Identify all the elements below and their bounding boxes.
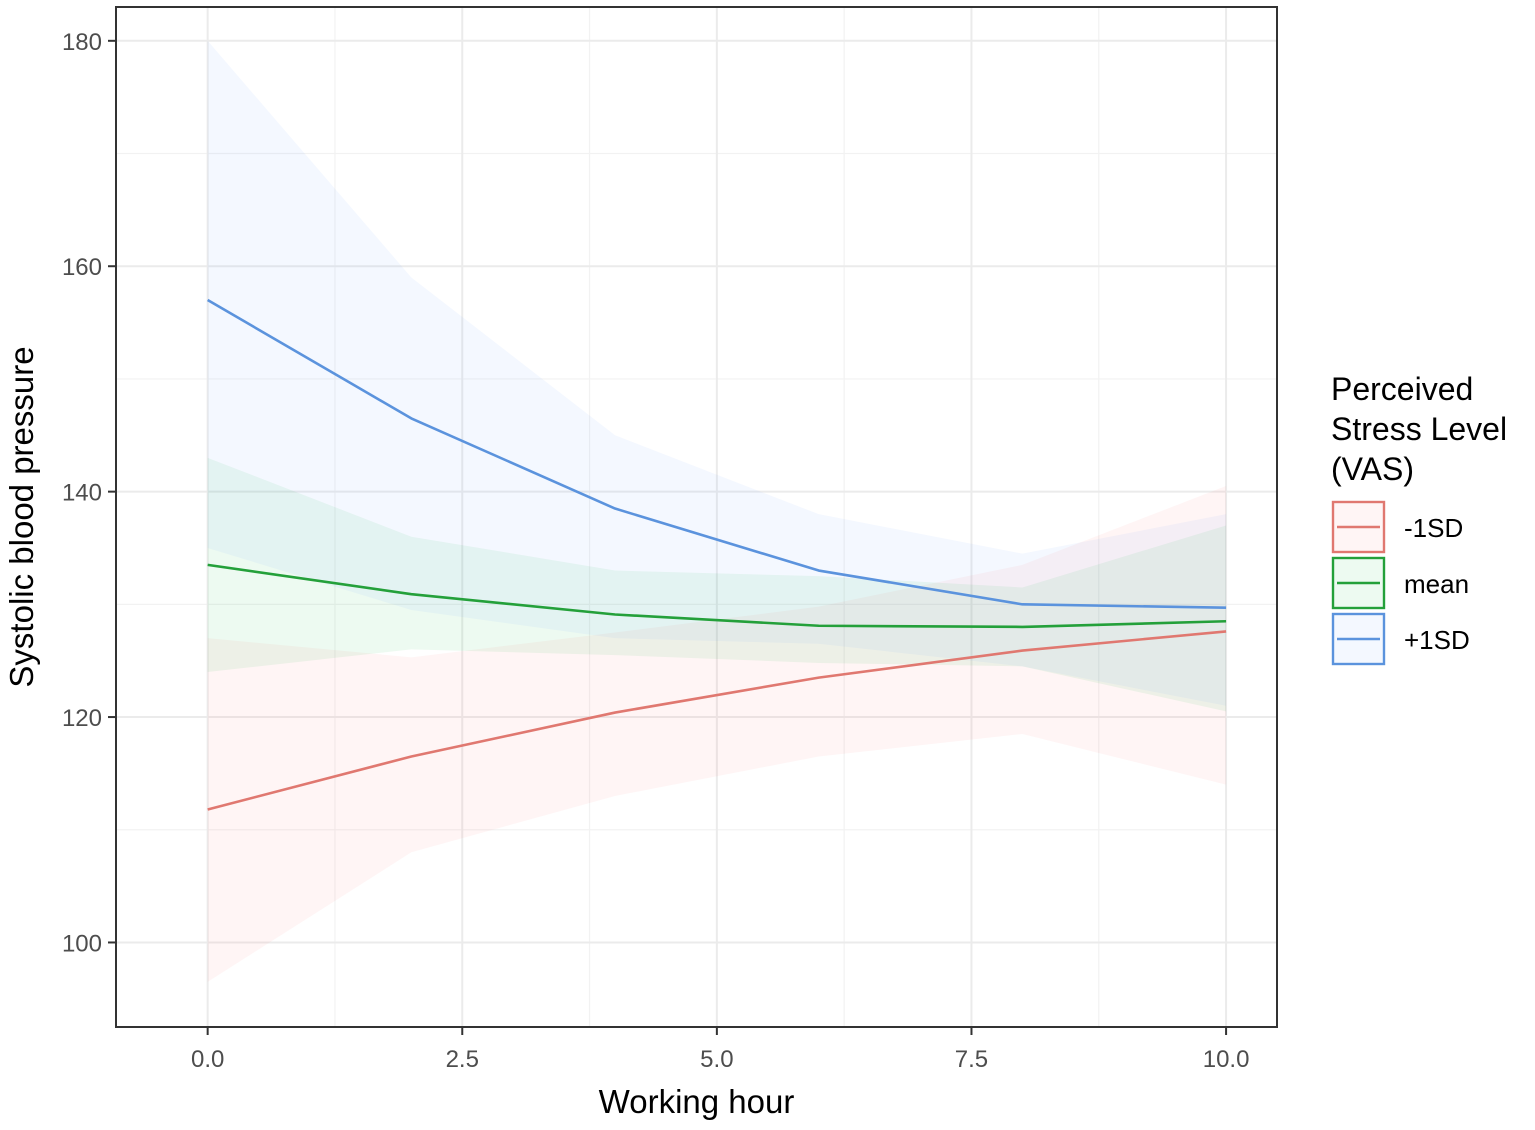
legend: Perceived Stress Level (VAS) -1SD mean +1SD — [1331, 371, 1507, 666]
legend-label-1sd: +1SD — [1404, 625, 1470, 655]
legend-item-mean: mean — [1331, 556, 1469, 610]
legend-label-mean: mean — [1404, 569, 1469, 599]
legend-label-1sd: -1SD — [1404, 513, 1463, 543]
y-axis-ticks: 100 120 140 160 180 — [62, 29, 116, 957]
y-tick-label: 140 — [62, 480, 102, 507]
line-1sd — [207, 630, 1227, 811]
confidence-ribbons — [207, 40, 1227, 982]
x-tick-label: 7.5 — [955, 1046, 988, 1073]
legend-title: Perceived Stress Level (VAS) — [1331, 371, 1507, 487]
legend-title-line: (VAS) — [1331, 451, 1414, 487]
y-tick-label: 160 — [62, 254, 102, 281]
y-tick-label: 120 — [62, 705, 102, 732]
line-1sd — [207, 298, 1227, 610]
panel-border — [115, 6, 1278, 1028]
y-tick-label: 180 — [62, 29, 102, 56]
ribbon-mean — [207, 457, 1227, 712]
series-lines — [207, 298, 1227, 811]
x-axis-ticks: 0.0 2.5 5.0 7.5 10.0 — [191, 1027, 1249, 1073]
ribbon-1sd — [207, 40, 1227, 706]
legend-item-1sd: -1SD — [1331, 500, 1463, 554]
x-tick-label: 5.0 — [700, 1046, 733, 1073]
legend-title-line: Stress Level — [1331, 411, 1507, 447]
x-tick-label: 2.5 — [446, 1046, 479, 1073]
legend-item-1sd: +1SD — [1331, 612, 1470, 666]
line-mean — [207, 563, 1227, 629]
x-axis-title: Working hour — [599, 1083, 795, 1120]
major-gridlines — [116, 7, 1277, 1027]
x-tick-label: 0.0 — [191, 1046, 224, 1073]
y-tick-label: 100 — [62, 930, 102, 957]
ribbon-1sd — [207, 486, 1227, 982]
x-tick-label: 10.0 — [1203, 1046, 1250, 1073]
legend-title-line: Perceived — [1331, 371, 1473, 407]
legend-items: -1SD mean +1SD — [1331, 500, 1470, 666]
y-axis-title: Systolic blood pressure — [3, 346, 40, 687]
